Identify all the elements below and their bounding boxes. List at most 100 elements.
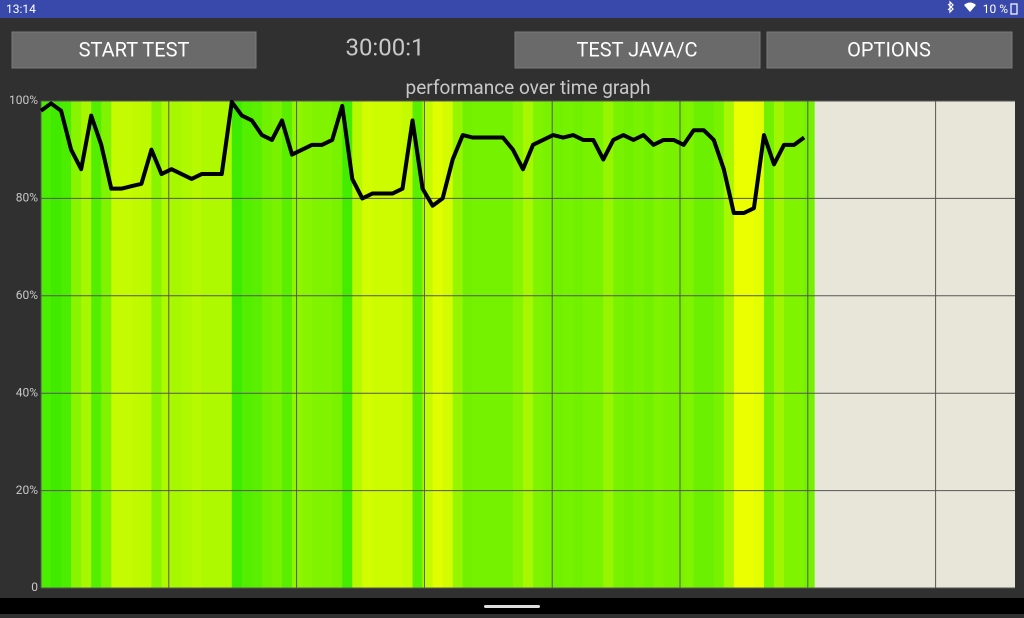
heat-stripe: [492, 101, 504, 588]
heat-stripe: [763, 101, 775, 588]
button-label: START TEST: [79, 37, 190, 61]
heat-stripe: [623, 101, 634, 588]
heat-stripe: [372, 101, 383, 588]
heat-stripe: [673, 101, 685, 588]
heat-stripe: [292, 101, 303, 588]
y-tick-label: 0: [31, 580, 38, 594]
heat-stripe: [181, 101, 193, 588]
status-time: 13:14: [6, 2, 36, 16]
heat-stripe: [522, 101, 534, 588]
heat-stripe: [452, 101, 464, 588]
heat-stripe: [774, 101, 785, 588]
heat-stripe: [553, 101, 564, 588]
heat-stripe: [563, 101, 574, 588]
y-tick-label: 40%: [16, 385, 38, 399]
heat-stripe: [261, 101, 273, 588]
wifi-icon: [964, 2, 976, 12]
heat-stripe: [71, 101, 82, 588]
heat-stripe: [151, 101, 162, 588]
heat-stripe: [472, 101, 484, 588]
heat-stripe: [61, 101, 72, 588]
heat-stripe: [422, 101, 434, 588]
nav-handle: [484, 605, 540, 608]
heat-stripe: [643, 101, 655, 588]
heat-stripe: [322, 101, 333, 588]
heat-stripe: [231, 101, 243, 588]
y-tick-label: 80%: [16, 191, 38, 205]
timer: 30:00:1: [345, 33, 424, 61]
heat-stripe: [713, 101, 725, 588]
heat-stripe: [352, 101, 363, 588]
heat-stripe: [302, 101, 313, 588]
heat-stripe: [653, 101, 665, 588]
heat-stripe: [512, 101, 524, 588]
heat-stripe: [221, 101, 233, 588]
button-label: TEST JAVA/C: [576, 37, 697, 61]
heat-stripe: [271, 101, 283, 588]
heat-stripe: [502, 101, 514, 588]
heat-stripe: [482, 101, 494, 588]
chart-title: performance over time graph: [406, 76, 651, 99]
options-button[interactable]: [766, 31, 1013, 69]
y-tick-label: 60%: [16, 288, 38, 302]
heat-stripe: [683, 101, 695, 588]
battery-icon: [1010, 3, 1018, 15]
heat-stripe: [733, 101, 745, 588]
heat-stripe: [633, 101, 644, 588]
test-java-button[interactable]: [514, 31, 761, 69]
heat-stripe: [402, 101, 414, 588]
heat-stripe: [382, 101, 393, 588]
heat-stripe: [81, 101, 92, 588]
heat-stripe: [573, 101, 584, 588]
heat-stripe: [432, 101, 444, 588]
heat-stripe: [91, 101, 102, 588]
heat-stripe: [693, 101, 705, 588]
heat-stripe: [794, 101, 805, 588]
heat-stripe: [613, 101, 624, 588]
heat-stripe: [743, 101, 755, 588]
heat-stripe: [201, 101, 213, 588]
y-tick-label: 100%: [9, 93, 38, 107]
heat-stripe: [533, 101, 544, 588]
heat-stripe: [312, 101, 323, 588]
heat-stripe: [784, 101, 795, 588]
heat-stripe: [543, 101, 554, 588]
heat-stripe: [603, 101, 614, 588]
heat-stripe: [583, 101, 594, 588]
heat-stripe: [141, 101, 152, 588]
heat-stripe: [191, 101, 203, 588]
battery-text: 10 %: [983, 2, 1008, 16]
heat-stripe: [804, 101, 815, 588]
heat-stripe: [41, 101, 52, 588]
heat-stripe: [723, 101, 735, 588]
heat-stripe: [362, 101, 373, 588]
heat-stripe: [392, 101, 403, 588]
heat-stripe: [161, 101, 173, 588]
heat-stripe: [703, 101, 715, 588]
heat-stripe: [663, 101, 675, 588]
status-bar: [0, 0, 1024, 18]
heat-stripe: [281, 101, 293, 588]
heat-stripe: [593, 101, 604, 588]
heat-stripe: [442, 101, 454, 588]
heat-stripe: [332, 101, 343, 588]
heat-stripe: [342, 101, 353, 588]
heat-stripe: [211, 101, 223, 588]
heat-stripe: [131, 101, 142, 588]
performance-line: [39, 99, 806, 216]
y-tick-label: 20%: [16, 483, 38, 497]
button-label: OPTIONS: [847, 37, 931, 61]
heat-stripe: [753, 101, 765, 588]
heat-stripe: [101, 101, 112, 588]
heat-stripe: [462, 101, 474, 588]
heat-stripe: [241, 101, 253, 588]
heat-stripe: [251, 101, 263, 588]
bluetooth-icon: [947, 0, 954, 14]
heat-stripe: [412, 101, 424, 588]
start-test-button[interactable]: [11, 31, 257, 69]
heat-stripe: [171, 101, 183, 588]
heat-stripe: [111, 101, 122, 588]
heat-stripe: [51, 101, 62, 588]
heat-stripe: [121, 101, 132, 588]
